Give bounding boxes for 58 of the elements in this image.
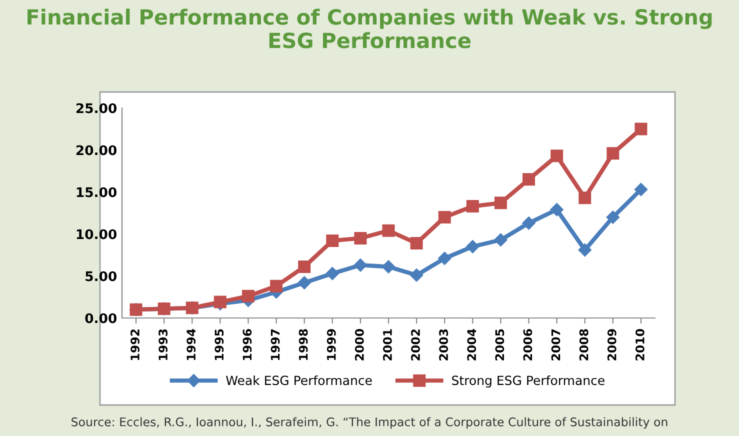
point — [214, 296, 226, 308]
y-tick-label: 20.00 — [76, 145, 117, 156]
y-tick-label: 25.00 — [76, 103, 117, 114]
x-tick-label: 1999 — [326, 329, 336, 360]
x-tick-label: 1995 — [214, 329, 224, 360]
point — [298, 276, 311, 290]
point — [522, 216, 536, 230]
point — [494, 196, 507, 210]
y-tick-label: 15.00 — [76, 187, 117, 198]
point — [578, 243, 592, 257]
x-tick-label: 1992 — [130, 329, 140, 360]
point — [634, 182, 648, 196]
x-tick-label: 2006 — [523, 329, 532, 360]
y-tick-label: 0.00 — [85, 313, 117, 324]
point — [410, 268, 424, 282]
x-tick-label: 2009 — [607, 329, 616, 360]
y-tick-label: 5.00 — [86, 271, 117, 282]
point — [578, 192, 592, 204]
point — [550, 203, 564, 216]
point — [410, 236, 423, 250]
point — [326, 234, 339, 247]
point — [326, 266, 339, 280]
point — [438, 210, 451, 224]
x-tick-label: 2007 — [551, 329, 560, 360]
point — [382, 224, 395, 237]
legend-label: Strong ESG Performance — [452, 375, 604, 388]
point — [550, 150, 564, 162]
point — [466, 200, 479, 213]
source-note: Source: Eccles, R.G., Ioannou, I., Serafeim, G. “The Impact of a Corporate Culture of Sustainability on — [72, 417, 668, 429]
x-tick-label: 2003 — [439, 329, 448, 360]
point — [522, 173, 536, 186]
x-tick-label: 1998 — [298, 329, 308, 360]
point — [494, 233, 508, 246]
point — [606, 147, 620, 160]
point — [354, 232, 367, 244]
chart-title: Financial Performance of Companies with Weak vs. Strong ESG Performance — [28, 8, 712, 48]
x-tick-label: 2008 — [579, 329, 588, 360]
x-tick-label: 1993 — [158, 329, 168, 360]
point — [466, 240, 480, 254]
x-tick-label: 1996 — [242, 329, 252, 360]
x-tick-label: 1997 — [270, 329, 280, 360]
point — [270, 280, 283, 292]
point — [606, 210, 620, 224]
point — [242, 290, 254, 302]
x-tick-label: 2002 — [411, 329, 420, 360]
point — [354, 258, 368, 272]
y-tick-label: 10.00 — [76, 229, 117, 240]
point — [438, 252, 452, 265]
x-tick-label: 2004 — [467, 328, 476, 360]
point — [382, 260, 396, 274]
x-tick-label: 2001 — [382, 329, 392, 360]
x-tick-label: 1994 — [186, 328, 196, 360]
point — [298, 260, 311, 274]
x-tick-label: 2010 — [635, 328, 644, 360]
x-tick-label: 2000 — [354, 328, 364, 360]
point — [634, 122, 648, 136]
legend-label: Weak ESG Performance — [226, 375, 372, 386]
x-tick-label: 2005 — [495, 329, 504, 360]
